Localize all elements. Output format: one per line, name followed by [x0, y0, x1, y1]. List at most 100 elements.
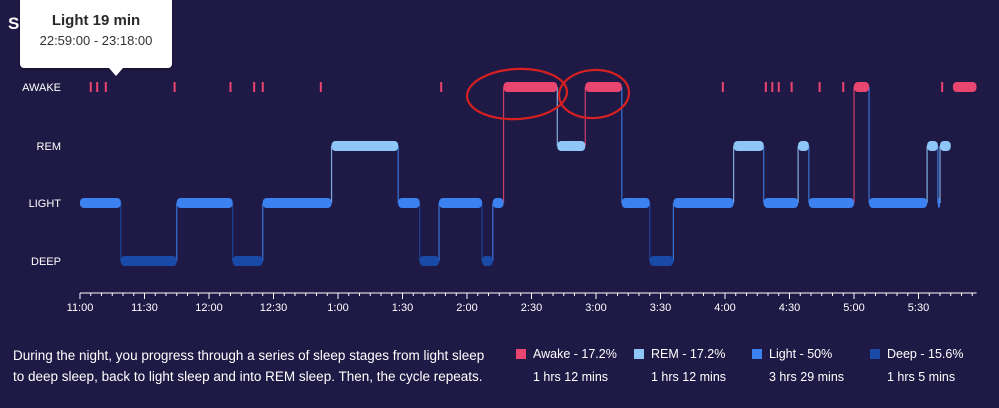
stage-bar-light: [808, 198, 854, 208]
stage-connector: [262, 203, 264, 261]
stage-bar-light: [937, 198, 940, 208]
x-tick-label: 5:00: [843, 302, 864, 314]
y-label-light: LIGHT: [29, 198, 62, 210]
stage-connector: [763, 146, 765, 203]
y-label-deep: DEEP: [31, 256, 61, 268]
x-axis: 11:00 11:30 12:00 12:30 1:00 1:30 2:00 2:30 3:00…: [67, 292, 977, 314]
tooltip-title: Light 19 min: [51, 12, 141, 29]
stage-connector: [481, 203, 483, 261]
awake-swatch: [516, 349, 526, 359]
awake-tick: [89, 82, 92, 92]
annotation-circles: [465, 67, 631, 121]
tooltip-pointer: [109, 68, 123, 76]
stage-bar-deep: [649, 256, 674, 266]
legend-duration: 3 hrs 29 mins: [769, 370, 845, 384]
legend-item-awake: Awake - 17.2% 1 hrs 12 mins: [516, 347, 617, 384]
rem-swatch: [634, 349, 644, 359]
legend-duration: 1 hrs 12 mins: [533, 370, 609, 384]
y-axis-labels: AWAKE REM LIGHT DEEP: [22, 82, 61, 268]
stage-connector: [419, 203, 421, 261]
stage-bar-awake: [952, 82, 977, 92]
awake-tick: [764, 82, 767, 92]
x-tick-label: 3:30: [650, 302, 671, 314]
stage-bar-rem: [331, 141, 399, 151]
stage-bar-light: [673, 198, 734, 208]
stage-bar-deep: [232, 256, 263, 266]
stage-bar-awake: [854, 82, 870, 92]
awake-tick: [842, 82, 845, 92]
awake-tick: [721, 82, 724, 92]
x-tick-label: 2:00: [456, 302, 477, 314]
light-swatch: [752, 349, 762, 359]
deep-swatch: [870, 349, 880, 359]
tooltip: Light 19 min 22:59:00 - 23:18:00: [20, 0, 172, 76]
stage-connector: [502, 87, 505, 203]
stage-bar-rem: [927, 141, 938, 151]
stage-bar-light: [763, 198, 799, 208]
awake-tick: [319, 82, 322, 92]
stage-bars: [80, 82, 977, 266]
stage-bar-deep: [120, 256, 177, 266]
stage-connector: [853, 87, 855, 203]
x-tick-label: 4:00: [714, 302, 735, 314]
stage-connector: [120, 203, 122, 261]
x-tick-label: 1:00: [327, 302, 348, 314]
tooltip-time: 22:59:00 - 23:18:00: [39, 33, 153, 48]
awake-tick: [96, 82, 99, 92]
legend-duration: 1 hrs 5 mins: [887, 370, 956, 384]
awake-tick: [771, 82, 774, 92]
legend-item-light: Light - 50% 3 hrs 29 mins: [752, 347, 844, 384]
page-title: S: [8, 14, 20, 33]
stage-bar-light: [869, 198, 928, 208]
awake-tick: [261, 82, 264, 92]
stage-connector: [176, 203, 178, 261]
stage-bar-awake: [503, 82, 558, 92]
awake-tick: [790, 82, 793, 92]
legend-duration: 1 hrs 12 mins: [651, 370, 727, 384]
awake-tick: [818, 82, 821, 92]
legend-item-rem: REM - 17.2% 1 hrs 12 mins: [634, 347, 726, 384]
stage-connector: [397, 146, 399, 203]
stage-connector: [939, 146, 941, 203]
stage-connector: [808, 146, 810, 203]
x-tick-label: 2:30: [521, 302, 542, 314]
legend-label: Deep - 15.6%: [887, 347, 964, 361]
stage-connector: [672, 203, 674, 261]
x-tick-label: 12:00: [195, 302, 223, 314]
x-tick-label: 4:30: [779, 302, 800, 314]
y-label-rem: REM: [37, 141, 61, 153]
awake-tick: [440, 82, 443, 92]
legend-item-deep: Deep - 15.6% 1 hrs 5 mins: [870, 347, 963, 384]
legend-label: Light - 50%: [769, 347, 833, 361]
stage-bar-rem: [940, 141, 951, 151]
y-label-awake: AWAKE: [22, 82, 61, 94]
stage-connector: [733, 146, 735, 203]
x-tick-label: 5:30: [908, 302, 929, 314]
awake-tick: [941, 82, 944, 92]
description-text: During the night, you progress through a…: [13, 348, 485, 384]
stage-connector: [438, 203, 440, 261]
legend-label: Awake - 17.2%: [533, 347, 617, 361]
stage-bar-rem: [733, 141, 764, 151]
stage-connector: [621, 87, 623, 203]
stage-connector: [556, 87, 558, 146]
stage-connector: [492, 203, 494, 261]
awake-tick: [104, 82, 107, 92]
stage-bar-awake: [585, 82, 622, 92]
stage-bar-light: [492, 198, 504, 208]
stage-connector: [584, 87, 586, 146]
annotation-circle: [557, 68, 631, 120]
x-tick-label: 11:30: [131, 302, 158, 314]
stage-connector: [649, 203, 651, 261]
stage-connector: [330, 146, 333, 203]
stage-bar-light: [80, 198, 121, 208]
annotation-circle: [465, 67, 569, 121]
stage-bar-light: [176, 198, 233, 208]
stage-bar-deep: [419, 256, 440, 266]
x-tick-label: 12:30: [260, 302, 288, 314]
stage-bar-light: [262, 198, 332, 208]
stage-bar-rem: [557, 141, 586, 151]
x-tick-label: 1:30: [392, 302, 413, 314]
stage-bar-rem: [798, 141, 809, 151]
